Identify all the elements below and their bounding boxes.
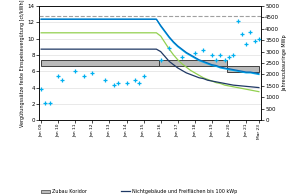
Point [158,58,163,61]
Point [116,81,120,84]
Bar [158,60,227,66]
Point [73,69,78,73]
Point [180,56,184,59]
Point [244,42,248,45]
Point [209,54,214,57]
Legend: Zubau Koridor, Dachanlagen bis 15 kWp, Dachanlagen bis 40 kWp, Dachanlagen bis 1: Zubau Koridor, Dachanlagen bis 15 kWp, D… [41,189,237,194]
Point [192,51,197,54]
Point [239,33,244,36]
Point [256,37,261,41]
Point [124,81,129,84]
Point [81,74,86,77]
Point [167,47,172,50]
Point [252,40,257,43]
Point [56,74,61,77]
Point [111,83,116,86]
Point [60,79,65,82]
Point [214,58,219,61]
Y-axis label: Vergütungssätze feste Einspeisevergütung [ct/kWh]: Vergütungssätze feste Einspeisevergütung… [20,0,25,127]
Point [226,56,231,59]
Bar [41,60,158,66]
Point [218,54,223,57]
Point [39,88,44,91]
Y-axis label: Jahreszubauringe MWp: Jahreszubauringe MWp [282,35,287,91]
Point [90,72,95,75]
Bar [227,66,259,72]
Point [222,58,227,61]
Point [103,79,108,82]
Point [235,19,240,22]
Point [47,102,52,105]
Point [248,31,253,34]
Point [231,54,236,57]
Point [141,74,146,77]
Point [133,79,137,82]
Point [43,102,48,105]
Point [137,81,142,84]
Point [201,49,206,52]
